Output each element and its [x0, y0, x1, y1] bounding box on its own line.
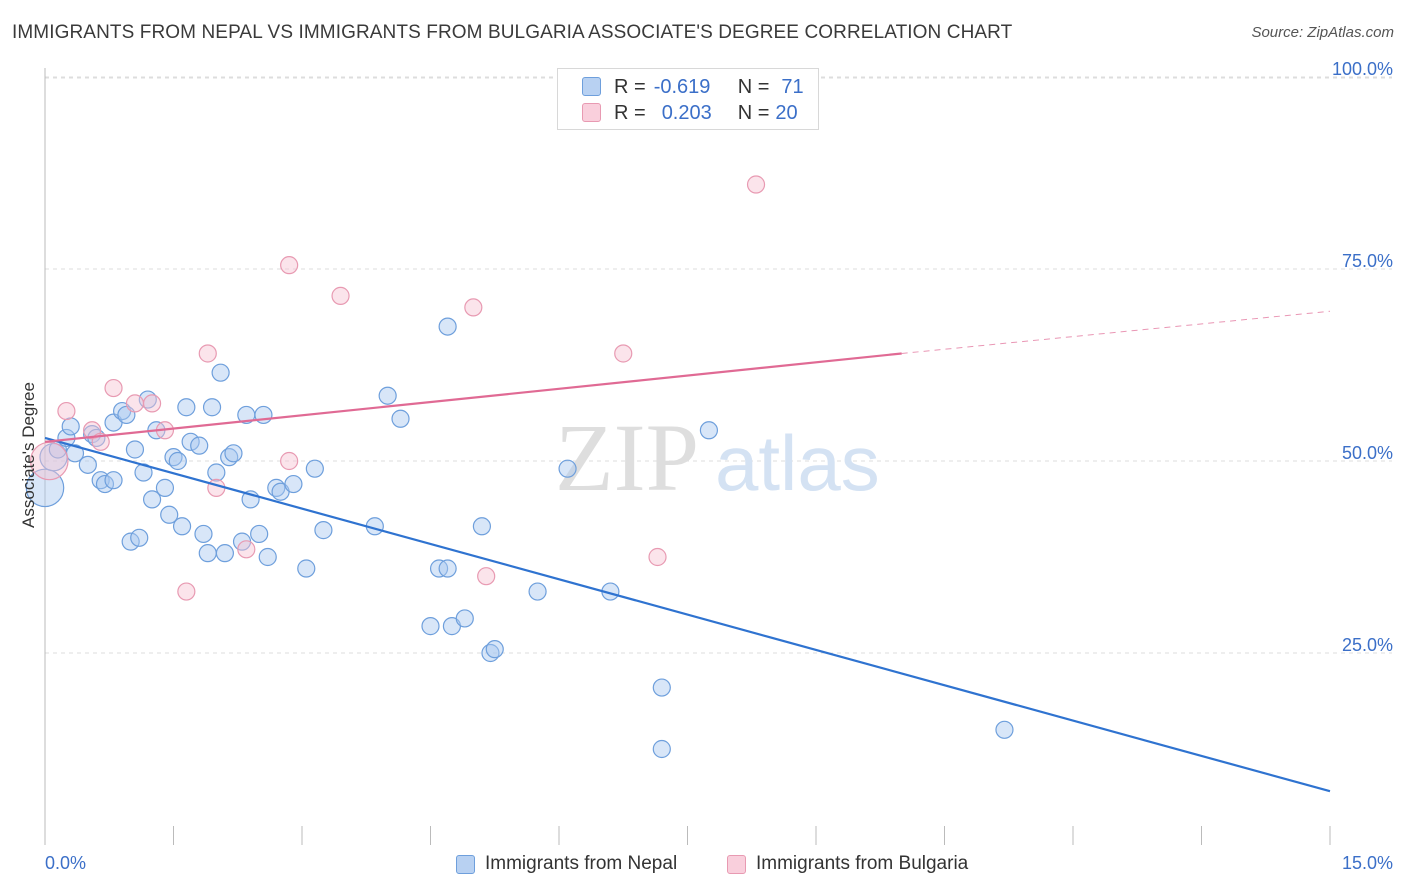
nepal-point [202, 398, 222, 417]
bulgaria-trend-line [44, 352, 902, 443]
bulgaria-point [331, 286, 350, 305]
bulgaria-point [198, 344, 217, 363]
bottom-legend-nepal: Immigrants from Nepal [456, 852, 677, 876]
nepal-point [314, 521, 333, 540]
bulgaria-point [280, 256, 299, 275]
bulgaria-n-label: N = [737, 101, 770, 124]
nepal-point [699, 421, 719, 440]
nepal-point [485, 640, 504, 659]
nepal-point [250, 524, 269, 544]
bulgaria-point [614, 344, 633, 363]
bulgaria-swatch [582, 103, 601, 122]
bulgaria-r-label: R = [614, 101, 646, 124]
bottom-nepal-label: Immigrants from Nepal [485, 853, 678, 874]
bulgaria-point [207, 478, 226, 497]
bottom-nepal-swatch [456, 854, 475, 874]
nepal-point [652, 739, 671, 759]
nepal-point [104, 471, 123, 490]
nepal-point [258, 547, 277, 567]
bulgaria-point [142, 394, 162, 413]
nepal-point [125, 440, 145, 459]
nepal-point [168, 451, 187, 471]
nepal-point [455, 609, 474, 628]
y-tick-label: 100.0% [1332, 59, 1393, 79]
bottom-bulgaria-swatch [727, 854, 746, 874]
axes [44, 68, 1331, 845]
nepal-r-label: R = [614, 75, 646, 98]
trend-lines [44, 310, 1331, 793]
y-tick-label: 25.0% [1342, 635, 1393, 655]
nepal-n-value: 71 [781, 75, 804, 98]
y-axis-label: Associate's Degree [19, 382, 38, 528]
legend-row-nepal: R = -0.619 N = 71 [582, 75, 804, 99]
nepal-point [391, 409, 410, 428]
bulgaria-point [177, 582, 196, 601]
chart-title: IMMIGRANTS FROM NEPAL VS IMMIGRANTS FROM… [12, 22, 1013, 43]
nepal-point [190, 436, 209, 455]
nepal-point [215, 544, 234, 563]
nepal-point [305, 459, 324, 478]
bulgaria-point [104, 378, 123, 398]
grid-lines [45, 76, 1392, 654]
bulgaria-point [648, 547, 667, 567]
nepal-point [652, 678, 671, 697]
nepal-point [172, 517, 192, 536]
bulgaria-point [237, 540, 256, 559]
nepal-points [25, 317, 1014, 759]
nepal-point [177, 398, 196, 417]
x-tick-label-min: 0.0% [45, 853, 86, 873]
nepal-point [421, 617, 440, 636]
watermark-atlas: atlas [715, 419, 880, 507]
nepal-point [472, 517, 491, 536]
x-tick-label-max: 15.0% [1342, 853, 1393, 873]
nepal-point [78, 455, 97, 474]
nepal-point [130, 528, 149, 547]
nepal-point [378, 386, 397, 405]
nepal-point [142, 490, 162, 509]
nepal-point [194, 524, 213, 544]
y-tick-label: 50.0% [1342, 443, 1393, 463]
source-label: Source: ZipAtlas.com [1251, 24, 1394, 41]
nepal-point [207, 463, 226, 482]
watermark: ZIP atlas [555, 404, 880, 511]
bulgaria-n-value: 20 [775, 101, 798, 124]
nepal-point [284, 474, 303, 494]
nepal-point [528, 582, 547, 601]
tick-labels: 25.0% 50.0% 75.0% 100.0% 0.0% 15.0% [45, 59, 1393, 873]
nepal-point [155, 478, 175, 497]
y-tick-label: 75.0% [1342, 251, 1393, 271]
nepal-point [121, 532, 140, 551]
stats-legend: R = -0.619 N = 71 R = 0.203 N = 20 [557, 68, 819, 130]
nepal-point [181, 432, 200, 451]
nepal-point [558, 459, 577, 478]
legend-row-bulgaria: R = 0.203 N = 20 [582, 101, 798, 125]
nepal-point [211, 363, 230, 382]
bottom-legend-bulgaria: Immigrants from Bulgaria [727, 852, 968, 876]
nepal-point [995, 720, 1014, 739]
nepal-point [61, 417, 80, 436]
nepal-r-value: -0.619 [653, 75, 711, 98]
bulgaria-trend-extension [901, 310, 1331, 354]
bulgaria-point [746, 175, 766, 194]
bulgaria-point [57, 401, 76, 421]
bulgaria-point [477, 567, 496, 586]
nepal-point [438, 559, 457, 578]
nepal-point [438, 317, 457, 336]
bulgaria-point [280, 451, 299, 471]
bulgaria-point [125, 394, 145, 413]
nepal-point [198, 544, 217, 563]
nepal-point [224, 444, 243, 463]
bulgaria-point [464, 298, 483, 317]
bulgaria-r-value: 0.203 [661, 101, 712, 124]
nepal-point [95, 474, 115, 494]
nepal-swatch [582, 77, 601, 96]
nepal-n-label: N = [737, 75, 770, 98]
nepal-point [160, 505, 179, 524]
nepal-trend-line [44, 436, 1331, 793]
watermark-zip: ZIP [555, 404, 699, 511]
bottom-bulgaria-label: Immigrants from Bulgaria [756, 853, 969, 874]
nepal-point [297, 559, 316, 578]
